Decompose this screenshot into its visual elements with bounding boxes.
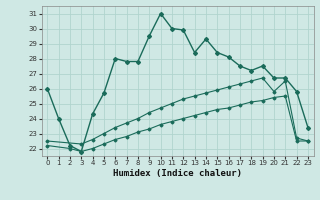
X-axis label: Humidex (Indice chaleur): Humidex (Indice chaleur) (113, 169, 242, 178)
